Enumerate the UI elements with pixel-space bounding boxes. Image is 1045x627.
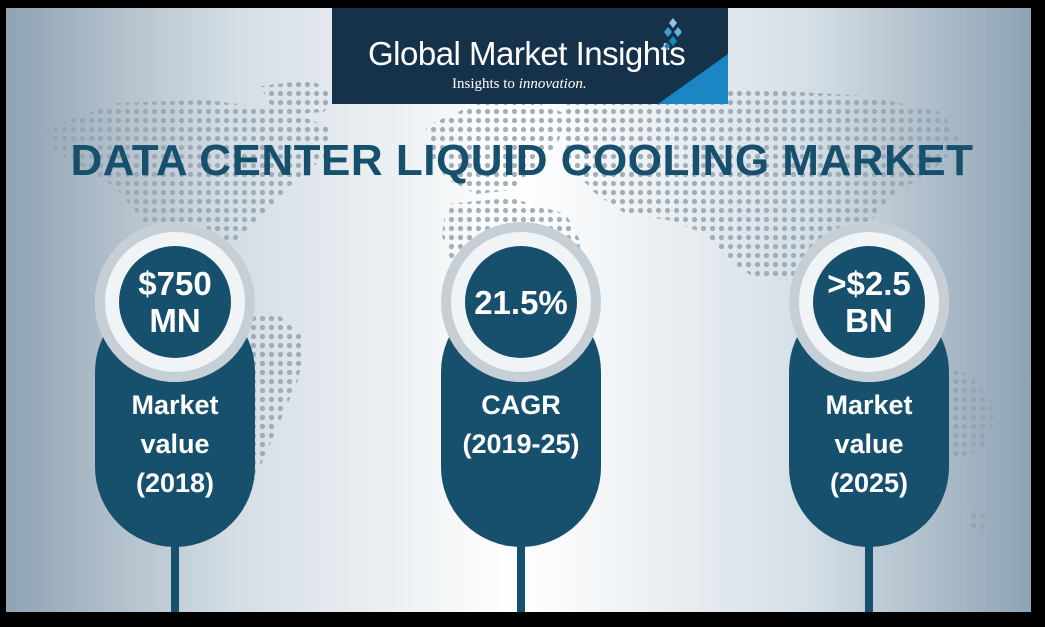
page-title: DATA CENTER LIQUID COOLING MARKET: [70, 136, 974, 185]
pin-stem: [517, 532, 525, 612]
stat-label-line: (2019-25): [462, 429, 580, 459]
diamond-cluster-icon: [664, 18, 682, 50]
brand-logo: Global Market Insights Insights to innov…: [332, 8, 728, 104]
stat-label: CAGR (2019-25): [441, 386, 601, 464]
brand-name: Global Market Insights: [368, 35, 686, 72]
pin-stem: [865, 532, 873, 612]
stat-value-line: MN: [149, 302, 201, 339]
stat-value: 21.5%: [465, 246, 577, 358]
stat-value-line: >$2.5: [827, 265, 911, 302]
pin-ring: 21.5%: [441, 222, 601, 382]
stat-label: Market value (2025): [789, 386, 949, 503]
stat-label-line: (2018): [135, 468, 215, 498]
tagline-start: Insights to: [452, 76, 519, 92]
tagline-emphasis: innovation.: [518, 76, 587, 92]
stat-value-line: $750: [138, 265, 212, 302]
stat-label-line: (2025): [829, 468, 909, 498]
stat-value-line: 21.5%: [474, 283, 568, 321]
stat-value: $750 MN: [119, 246, 231, 358]
stat-label-line: value: [140, 429, 210, 459]
stat-label-line: CAGR: [481, 390, 561, 420]
stat-label-line: Market: [825, 390, 913, 420]
stat-label-line: value: [834, 429, 904, 459]
stat-pin-cagr: 21.5% CAGR (2019-25): [441, 222, 601, 612]
pin-ring: >$2.5 BN: [789, 222, 949, 382]
infographic-panel: Global Market Insights Insights to innov…: [6, 8, 1031, 612]
stat-value: >$2.5 BN: [813, 246, 925, 358]
stat-label: Market value (2018): [95, 386, 255, 503]
stat-label-line: Market: [131, 390, 219, 420]
stat-pin-market-value-2018: $750 MN Market value (2018): [95, 222, 255, 612]
pin-stem: [171, 532, 179, 612]
stat-pin-market-value-2025: >$2.5 BN Market value (2025): [789, 222, 949, 612]
logo-accent-triangle: [658, 54, 728, 104]
pin-ring: $750 MN: [95, 222, 255, 382]
stat-value-line: BN: [845, 302, 893, 339]
brand-tagline: Insights to innovation.: [452, 76, 587, 93]
